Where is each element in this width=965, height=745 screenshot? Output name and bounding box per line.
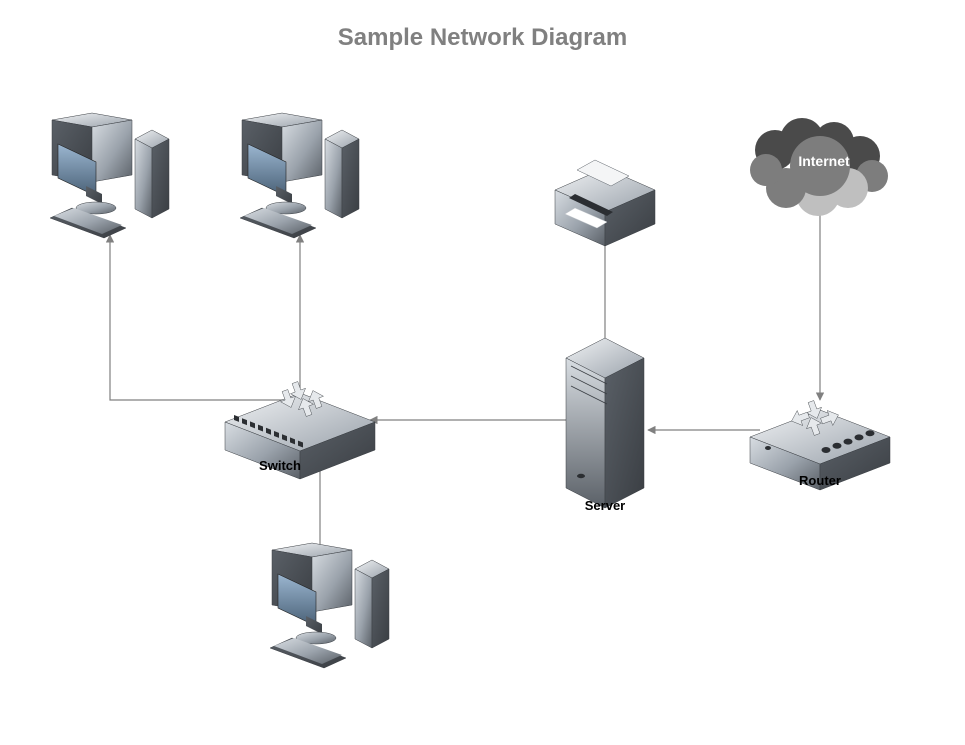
label-router: Router: [799, 473, 841, 488]
label-server: Server: [585, 498, 625, 513]
diagram-svg: Internet Switch Server Router: [0, 0, 965, 745]
node-pc3: [270, 543, 389, 668]
diagram-canvas: Sample Network Diagram InternetSwitchSer…: [0, 0, 965, 745]
cloud-label: Internet: [798, 153, 850, 169]
node-pc1: [50, 113, 169, 238]
node-server: [566, 338, 644, 508]
node-pc2: [240, 113, 359, 238]
label-switch: Switch: [259, 458, 301, 473]
node-internet: Internet: [750, 118, 888, 216]
node-printer: [555, 160, 655, 246]
edge-switch-pc1: [110, 235, 300, 400]
